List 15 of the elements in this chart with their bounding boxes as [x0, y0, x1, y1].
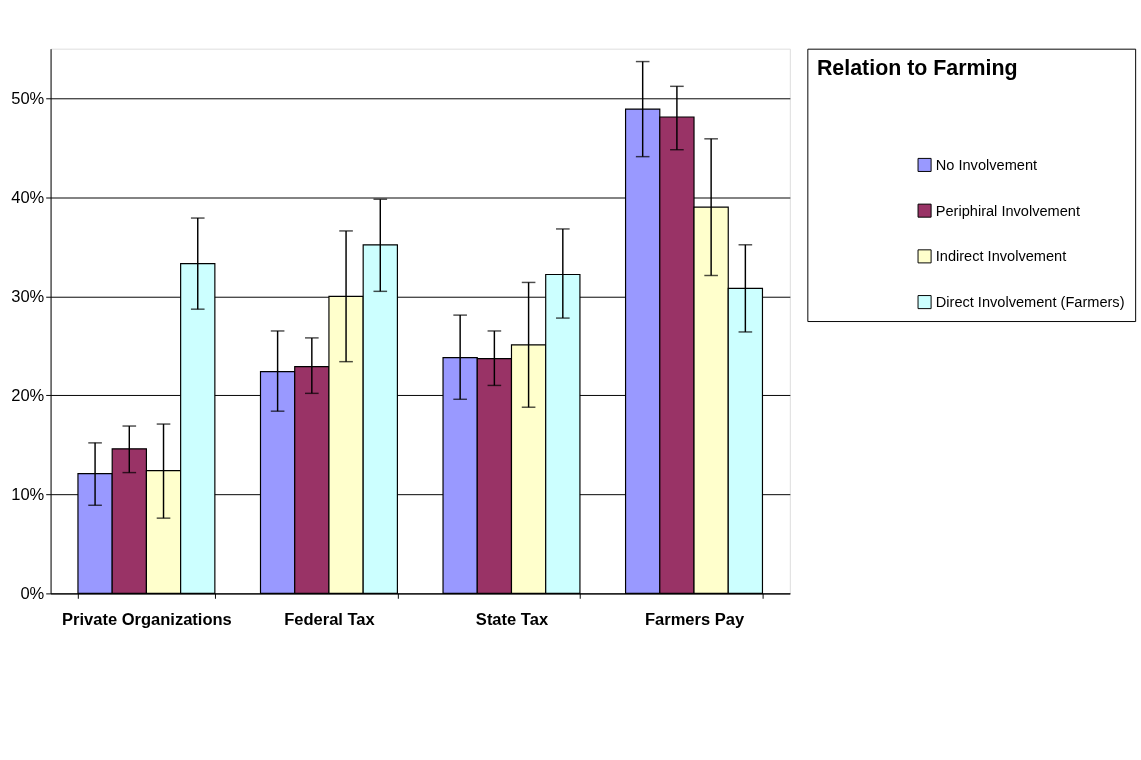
- legend-label: Direct Involvement (Farmers): [935, 293, 1125, 310]
- x-tick-label: State Tax: [475, 610, 549, 630]
- legend-label: No Involvement: [935, 156, 1038, 173]
- legend-title: Relation to Farming: [816, 55, 1018, 80]
- y-tick-label: 30%: [11, 286, 45, 306]
- y-tick-label: 40%: [11, 187, 45, 207]
- y-tick-label: 50%: [11, 88, 45, 108]
- x-tick-label: Farmers Pay: [644, 610, 745, 630]
- x-tick-label: Private Organizations: [62, 610, 232, 630]
- legend-label: Periphiral Involvement: [935, 202, 1080, 219]
- y-tick-label: 10%: [11, 484, 45, 504]
- y-tick-label: 20%: [11, 385, 45, 405]
- y-tick-label: 0%: [20, 583, 45, 603]
- x-tick-label: Federal Tax: [284, 610, 376, 630]
- legend-label: Indirect Involvement: [935, 248, 1067, 265]
